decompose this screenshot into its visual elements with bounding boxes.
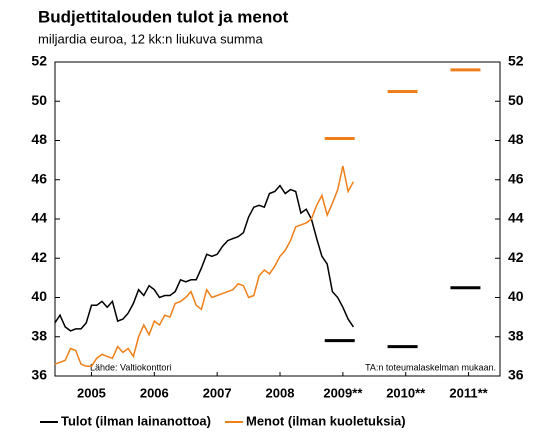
x-tick-label: 2006 [140,385,169,400]
x-tick-label: 2009** [323,385,363,400]
y2-tick-label: 48 [508,131,524,147]
annotation: Lähde: Valtiokonttori [90,362,171,372]
x-tick-label: 2011** [449,385,488,400]
y-tick-label: 40 [31,288,47,304]
y-tick-label: 52 [31,53,47,69]
legend-label: Tulot (ilman lainanottoa) [61,413,211,428]
x-tick-label: 2008 [266,385,295,400]
y2-tick-label: 42 [508,249,524,265]
y2-tick-label: 46 [508,170,524,186]
y2-tick-label: 52 [508,53,524,69]
y-tick-label: 50 [31,92,47,108]
y2-tick-label: 36 [508,367,524,383]
x-tick-label: 2010** [386,385,426,400]
plot-frame [54,61,501,377]
annotation: TA:n toteumalaskelman mukaan. [365,362,496,372]
y2-tick-label: 40 [508,288,524,304]
y-tick-label: 42 [31,249,47,265]
legend-label: Menot (ilman kuoletuksia) [246,413,406,428]
x-tick-label: 2007 [203,385,232,400]
y-tick-label: 36 [31,367,47,383]
y2-tick-label: 38 [508,327,524,343]
chart-subtitle: miljardia euroa, 12 kk:n liukuva summa [38,31,263,46]
series-line [54,184,355,332]
chart-title: Budjettitalouden tulot ja menot [38,7,289,26]
y2-tick-label: 50 [508,92,524,108]
y-tick-label: 48 [31,131,47,147]
y-tick-label: 44 [31,210,47,226]
y-tick-label: 46 [31,170,47,186]
series-line [54,165,355,367]
x-tick-label: 2005 [77,385,106,400]
y2-tick-label: 44 [508,210,524,226]
y-tick-label: 38 [31,327,47,343]
